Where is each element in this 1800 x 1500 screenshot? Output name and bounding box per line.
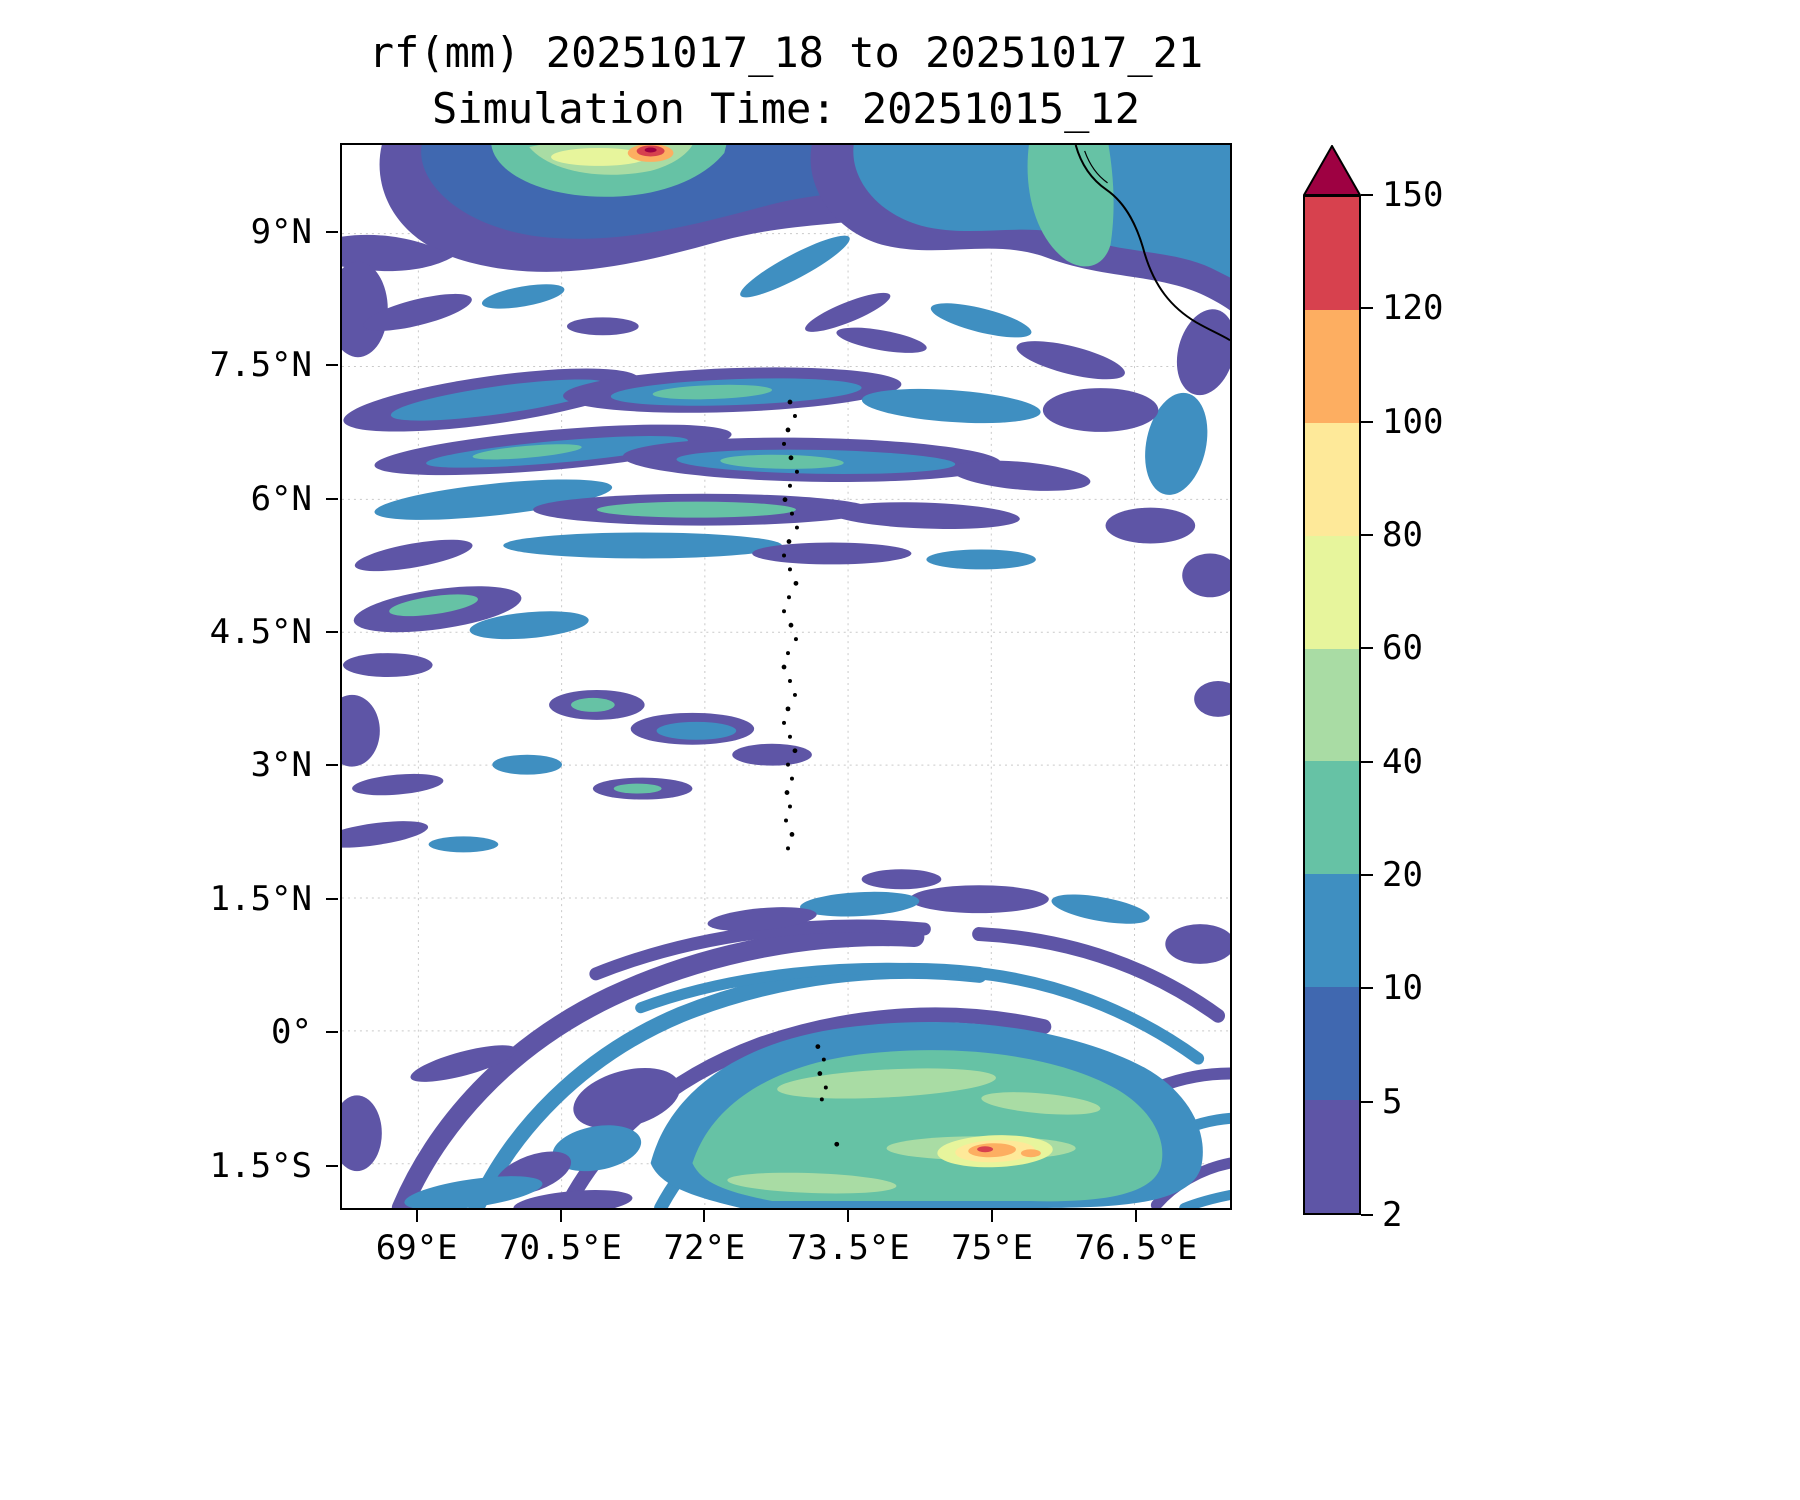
- colorbar-tick-label: 20: [1382, 855, 1423, 895]
- maldives-atolls: [781, 399, 840, 1147]
- colorbar-segments: [1303, 195, 1361, 1215]
- y-tick-label: 1.5°S: [209, 1145, 312, 1186]
- colorbar-tick-label: 80: [1382, 515, 1423, 555]
- colorbar-tick-label: 10: [1382, 968, 1423, 1009]
- rain-field-south-flanks: [342, 869, 1230, 1208]
- x-tick-label: 72°E: [663, 1228, 746, 1268]
- y-tick-label: 1.5°N: [209, 878, 312, 919]
- x-tick-mark: [1135, 1210, 1138, 1222]
- y-tick-mark: [326, 631, 338, 634]
- x-tick-label: 73.5°E: [786, 1228, 910, 1268]
- colorbar-tick-mark: [1361, 420, 1373, 423]
- y-tick-label: 0°: [271, 1012, 312, 1053]
- rain-field-south-core: [650, 1021, 1203, 1208]
- colorbar-segment: [1305, 1100, 1359, 1214]
- x-tick-mark: [559, 1210, 562, 1222]
- colorbar-tick-mark: [1361, 534, 1373, 536]
- chart-subtitle: Simulation Time: 20251015_12: [431, 84, 1141, 133]
- x-tick-label: 69°E: [375, 1228, 458, 1268]
- colorbar-tick-label: 100: [1382, 401, 1444, 442]
- colorbar-tick-mark: [1361, 987, 1373, 990]
- colorbar-segment: [1305, 761, 1359, 875]
- x-tick-mark: [703, 1210, 706, 1222]
- colorbar-segment: [1305, 422, 1359, 536]
- rainfall-map: [342, 145, 1230, 1208]
- y-tick-label: 7.5°N: [209, 345, 312, 386]
- y-tick-mark: [326, 497, 338, 500]
- colorbar-segment: [1305, 987, 1359, 1101]
- colorbar-tick-label: 120: [1382, 288, 1444, 329]
- colorbar-tick-mark: [1361, 1214, 1373, 1216]
- x-tick-label: 76.5°E: [1074, 1228, 1198, 1268]
- y-tick-mark: [326, 1164, 338, 1167]
- y-tick-mark: [326, 230, 338, 233]
- coastline-india: [1074, 145, 1230, 342]
- colorbar-tick-mark: [1361, 874, 1373, 876]
- colorbar-segment: [1305, 874, 1359, 988]
- colorbar-segment: [1305, 309, 1359, 423]
- y-tick-label: 3°N: [250, 745, 312, 786]
- colorbar-segment: [1305, 648, 1359, 762]
- y-tick-mark: [326, 1031, 338, 1034]
- rain-field-midnorth: [343, 367, 1230, 598]
- x-tick-mark: [991, 1210, 994, 1222]
- colorbar-segment: [1305, 197, 1359, 310]
- y-tick-label: 6°N: [250, 478, 312, 519]
- colorbar-tick-mark: [1361, 194, 1373, 196]
- colorbar-tick-mark: [1361, 760, 1373, 763]
- colorbar-tick-label: 40: [1382, 741, 1423, 782]
- colorbar-tick-label: 5: [1382, 1081, 1403, 1122]
- y-tick-label: 9°N: [250, 211, 312, 252]
- x-tick-label: 75°E: [951, 1228, 1034, 1268]
- colorbar-tick-mark: [1361, 647, 1373, 650]
- colorbar-tick-label: 150: [1382, 175, 1444, 215]
- colorbar-tick-label: 60: [1382, 628, 1423, 669]
- x-tick-mark: [415, 1210, 418, 1222]
- colorbar-extend-triangle: [1303, 145, 1361, 195]
- map-plot: [340, 143, 1232, 1210]
- colorbar-segment: [1305, 535, 1359, 649]
- colorbar-tick-mark: [1361, 307, 1373, 310]
- y-tick-mark: [326, 364, 338, 367]
- y-tick-label: 4.5°N: [209, 612, 312, 653]
- y-tick-mark: [326, 897, 338, 900]
- y-tick-mark: [326, 764, 338, 767]
- x-tick-mark: [847, 1210, 850, 1222]
- rain-field-mid: [342, 586, 1230, 853]
- chart-title: rf(mm) 20251017_18 to 20251017_21: [368, 28, 1204, 77]
- colorbar-tick-mark: [1361, 1100, 1373, 1103]
- x-tick-label: 70.5°E: [499, 1228, 623, 1268]
- colorbar-tick-label: 2: [1382, 1195, 1403, 1235]
- rain-field-north: [342, 145, 1230, 495]
